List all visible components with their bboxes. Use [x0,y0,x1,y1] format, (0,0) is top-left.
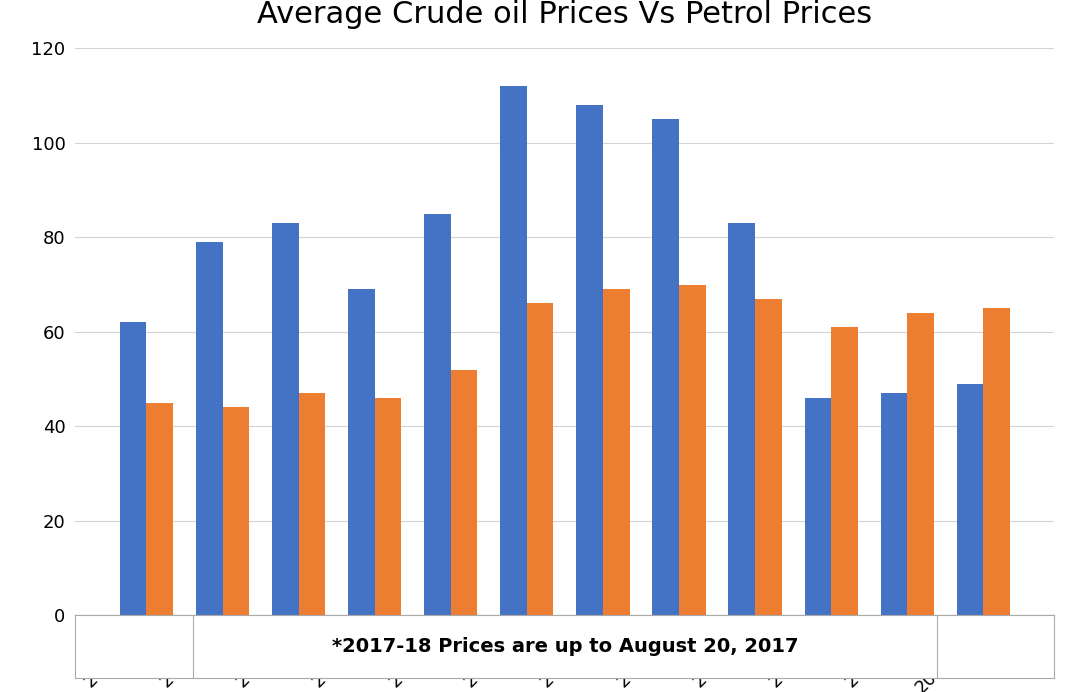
Bar [679,284,706,615]
Bar [527,304,553,615]
Bar [831,327,858,615]
Bar [223,408,250,615]
Bar [957,384,983,615]
Bar [424,214,451,615]
Bar [500,86,527,615]
Bar [299,393,325,615]
Bar [577,105,603,615]
Bar [983,308,1010,615]
Bar [652,119,679,615]
Title: Average Crude oil Prices Vs Petrol Prices: Average Crude oil Prices Vs Petrol Price… [257,1,873,30]
Bar [907,313,934,615]
Text: *2017-18 Prices are up to August 20, 2017: *2017-18 Prices are up to August 20, 201… [331,637,798,656]
Bar [451,370,478,615]
Bar [119,322,146,615]
Bar [374,398,401,615]
Bar [603,289,629,615]
Bar [272,224,299,615]
Bar [755,299,782,615]
Bar [880,393,907,615]
Bar [146,403,173,615]
Bar [728,224,755,615]
Bar [805,398,831,615]
Bar [348,289,374,615]
Bar [196,242,223,615]
